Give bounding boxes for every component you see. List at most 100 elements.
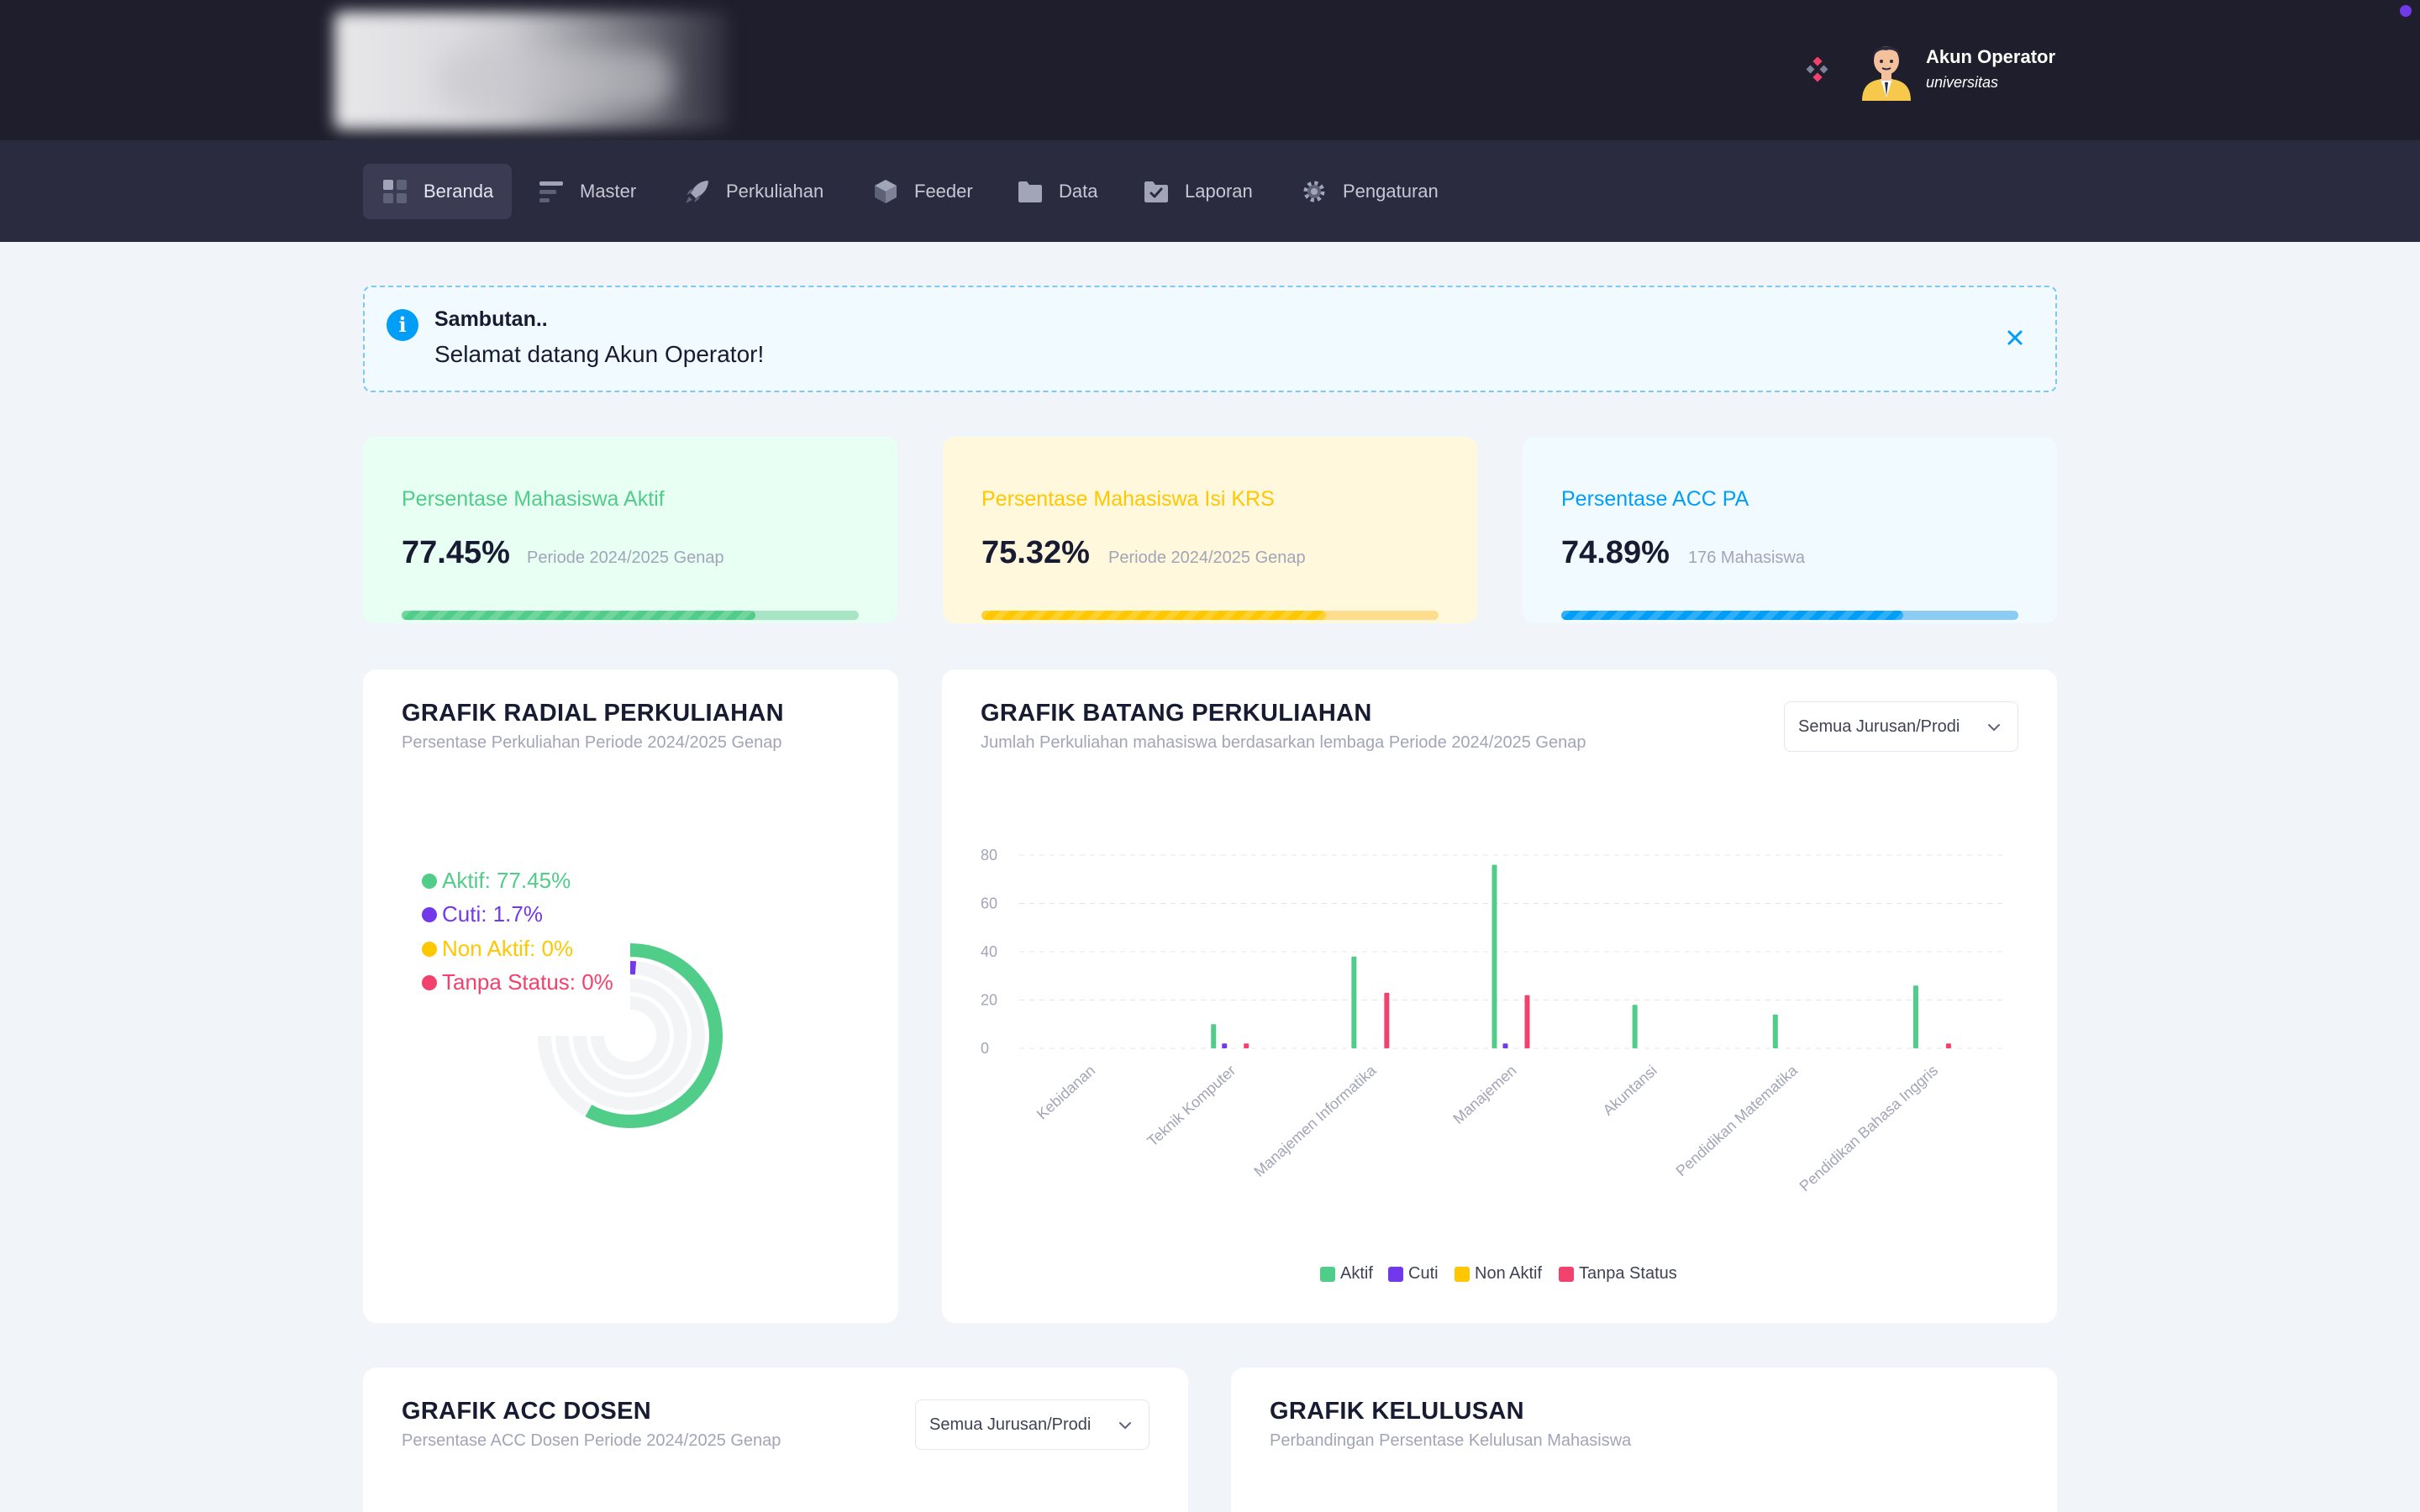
bar-tanpa-status (1244, 1043, 1249, 1048)
y-tick-label: 20 (981, 992, 997, 1009)
bar-aktif (1211, 1024, 1217, 1048)
stat-value: 75.32% (981, 535, 1090, 570)
nav-laporan[interactable]: Laporan (1124, 164, 1271, 219)
user-name[interactable]: Akun Operator (1926, 46, 2056, 67)
stat-card-krs: Persentase Mahasiswa Isi KRS 75.32% Peri… (943, 437, 1477, 623)
stat-progress-fill (1561, 611, 1904, 620)
stat-subtext: Periode 2024/2025 Genap (1108, 549, 1306, 567)
legend-label: Non Aktif (1475, 1264, 1543, 1283)
nav-beranda[interactable]: Beranda (363, 164, 513, 219)
y-tick-label: 60 (981, 895, 997, 912)
nav-feeder[interactable]: Feeder (854, 164, 992, 219)
panel-subtitle: Jumlah Perkuliahan mahasiswa berdasarkan… (981, 733, 1586, 752)
welcome-alert: i Sambutan.. Selamat datang Akun Operato… (363, 286, 2057, 392)
close-icon[interactable] (2003, 326, 2027, 349)
x-tick-label: Teknik Komputer (1144, 1062, 1239, 1150)
stat-title: Persentase Mahasiswa Isi KRS (981, 487, 1275, 511)
bar-chart: 80 60 40 20 0 Kebidanan Teknik Komputer Manajem… (981, 847, 2002, 1194)
x-tick-label: Pendidikan Matematika (1673, 1061, 1802, 1179)
stat-title: Persentase Mahasiswa Aktif (402, 487, 665, 511)
nav-label: Master (580, 181, 637, 202)
nav-perkuliahan[interactable]: Perkuliahan (666, 164, 842, 219)
legend-dot (422, 873, 437, 889)
nav-label: Beranda (424, 181, 494, 202)
chevron-down-icon (1119, 1422, 1131, 1430)
rocket-icon (686, 181, 708, 203)
nav-master[interactable]: Master (519, 164, 655, 219)
stat-value: 77.45% (402, 535, 510, 570)
panel-title: GRAFIK ACC DOSEN (402, 1398, 651, 1425)
apps-icon[interactable] (1805, 57, 1830, 82)
bar-tanpa-status (1524, 995, 1530, 1048)
nav-pengaturan[interactable]: Pengaturan (1282, 164, 1457, 219)
folder-icon (1018, 181, 1042, 202)
stat-progress-track (402, 611, 859, 620)
radial-track (555, 961, 705, 1110)
legend-swatch (1388, 1266, 1403, 1282)
stat-progress-fill (402, 611, 756, 620)
alert-message: Selamat datang Akun Operator! (434, 341, 765, 367)
y-tick-label: 40 (981, 943, 997, 960)
nav-label: Data (1059, 181, 1098, 202)
acc-jurusan-filter-select[interactable]: Semua Jurusan/Prodi (915, 1399, 1150, 1450)
legend-swatch (1320, 1266, 1335, 1282)
cube-icon (875, 180, 897, 203)
nav-label: Perkuliahan (726, 181, 824, 202)
legend-item-tanpa-status[interactable]: Tanpa Status (1559, 1264, 1677, 1284)
kelulusan-panel: GRAFIK KELULUSAN Perbandingan Persentase… (1231, 1368, 2057, 1512)
legend-item-aktif[interactable]: Aktif (1320, 1264, 1373, 1284)
radial-track (591, 996, 670, 1075)
info-icon: i (387, 309, 418, 341)
legend-label: Tanpa Status (1579, 1264, 1677, 1283)
folder-check-icon (1144, 181, 1168, 202)
legend-label: Tanpa Status: 0% (442, 969, 613, 995)
radial-legend-aktif: Aktif: 77.45% (422, 868, 571, 894)
stat-progress-track (981, 611, 1439, 620)
avatar[interactable] (1859, 39, 1914, 101)
legend-item-non-aktif[interactable]: Non Aktif (1455, 1264, 1542, 1284)
panel-subtitle: Persentase Perkuliahan Periode 2024/2025… (402, 733, 782, 752)
legend-label: Non Aktif: 0% (442, 936, 574, 961)
radial-legend-cuti: Cuti: 1.7% (422, 901, 543, 927)
radial-chart (538, 943, 723, 1128)
panel-title: GRAFIK KELULUSAN (1270, 1398, 1524, 1425)
gear-icon (1303, 181, 1325, 202)
bar-chart-panel: GRAFIK BATANG PERKULIAHAN Jumlah Perkuli… (942, 669, 2057, 1323)
bar-cuti (1502, 1043, 1508, 1048)
legend-dot (422, 906, 437, 922)
radial-legend-tanpa-status: Tanpa Status: 0% (422, 969, 613, 995)
legend-label: Aktif (1340, 1264, 1373, 1283)
bar-tanpa-status (1945, 1043, 1951, 1048)
bar-tanpa-status (1384, 992, 1390, 1048)
y-tick-label: 80 (981, 847, 997, 864)
jurusan-filter-select[interactable]: Semua Jurusan/Prodi (1784, 701, 2018, 752)
stat-card-acc-pa: Persentase ACC PA 74.89% 176 Mahasiswa (1523, 437, 2057, 623)
y-tick-label: 0 (981, 1040, 989, 1057)
x-tick-label: Pendidikan Bahasa Inggris (1797, 1062, 1942, 1194)
bar-aktif (1351, 956, 1357, 1048)
legend-label: Cuti: 1.7% (442, 901, 543, 927)
stat-progress-track (1561, 611, 2018, 620)
radial-chart-panel: GRAFIK RADIAL PERKULIAHAN Persentase Per… (363, 669, 898, 1323)
top-header: Akun Operator universitas (0, 0, 2420, 140)
stat-subtext: Periode 2024/2025 Genap (527, 549, 724, 567)
x-tick-label: Akuntansi (1600, 1062, 1660, 1119)
radial-bar-aktif (585, 943, 723, 1128)
x-tick-label: Kebidanan (1034, 1062, 1098, 1122)
radial-legend-non-aktif: Non Aktif: 0% (422, 936, 573, 962)
legend-item-cuti[interactable]: Cuti (1388, 1264, 1439, 1284)
nav-data[interactable]: Data (998, 164, 1116, 219)
user-role: universitas (1926, 74, 1999, 91)
alert-title: Sambutan.. (434, 307, 548, 331)
stat-subtext: 176 Mahasiswa (1688, 549, 1805, 567)
stat-title: Persentase ACC PA (1561, 487, 1749, 511)
legend-swatch (1559, 1266, 1574, 1282)
legend-dot (422, 941, 437, 957)
x-tick-label: Manajemen Informatika (1250, 1061, 1380, 1179)
logo-shade (437, 50, 672, 109)
dashboard-icon (383, 180, 407, 203)
menu-lines-icon (539, 181, 563, 202)
legend-label: Cuti (1408, 1264, 1439, 1283)
stat-value: 74.89% (1561, 535, 1670, 570)
bar-aktif (1491, 864, 1497, 1048)
